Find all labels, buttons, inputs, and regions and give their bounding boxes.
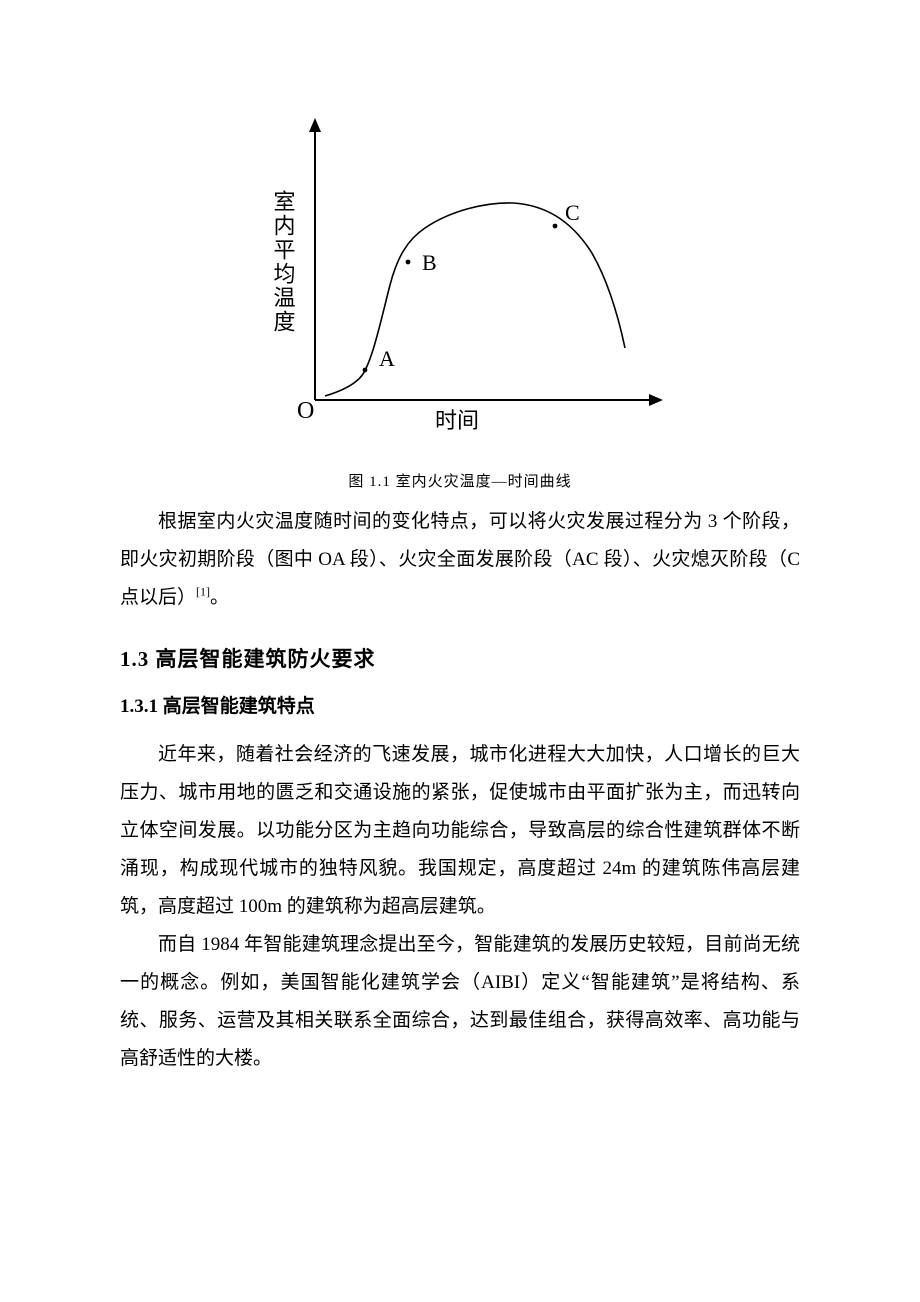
temperature-curve <box>325 203 625 396</box>
origin-label: O <box>297 398 314 424</box>
point-label-B: B <box>422 250 437 275</box>
y-axis-label: 室内平均温度 <box>271 190 296 334</box>
paragraph-fire-stages: 根据室内火灾温度随时间的变化特点，可以将火灾发展过程分为 3 个阶段，即火灾初期… <box>120 503 800 617</box>
document-page: A B C O 室内平均温度 时间 图 1.1 室内火灾温度—时间曲线 根据室内… <box>0 0 920 1218</box>
paragraph-intelligent-building-def: 而自 1984 年智能建筑理念提出至今，智能建筑的发展历史较短，目前尚无统一的概… <box>120 926 800 1078</box>
figure-1-1: A B C O 室内平均温度 时间 <box>120 110 800 440</box>
citation-1: [1] <box>196 585 210 599</box>
x-axis-label: 时间 <box>435 408 479 433</box>
para1-text-b: 。 <box>210 587 229 608</box>
point-label-A: A <box>379 346 395 371</box>
paragraph-highrise-intro: 近年来，随着社会经济的飞速发展，城市化进程大大加快，人口增长的巨大压力、城市用地… <box>120 736 800 926</box>
subsection-1-3-1-heading: 1.3.1 高层智能建筑特点 <box>120 691 800 718</box>
section-1-3-heading: 1.3 高层智能建筑防火要求 <box>120 643 800 673</box>
fire-temperature-curve-chart: A B C O 室内平均温度 时间 <box>245 110 675 440</box>
figure-caption: 图 1.1 室内火灾温度—时间曲线 <box>120 470 800 491</box>
curve-points: A B C <box>363 200 580 372</box>
axes <box>309 118 663 406</box>
point-label-C: C <box>565 200 580 225</box>
